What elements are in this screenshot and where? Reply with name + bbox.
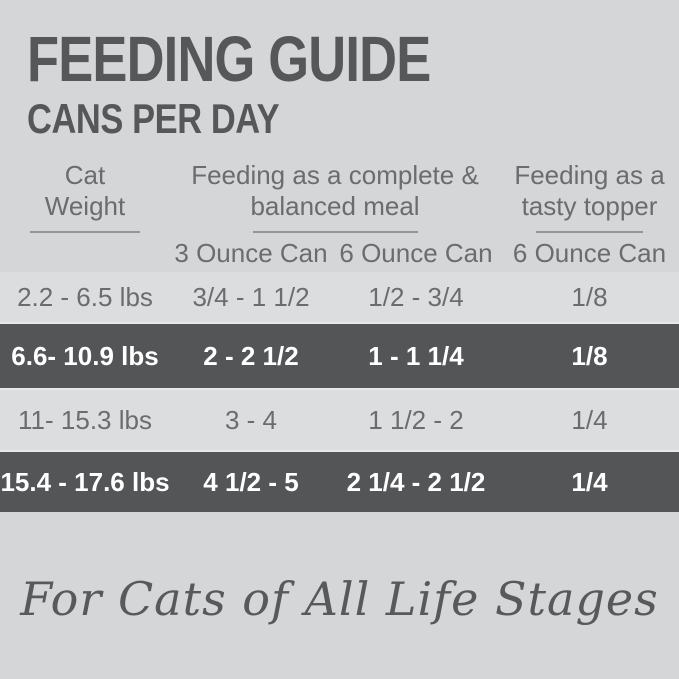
cell-meal-3oz: 4 1/2 - 5 [203,466,299,497]
cell-meal-6oz: 1 - 1 1/4 [368,340,464,371]
column-group-cat-weight: Cat Weight [0,160,170,233]
cell-cat-weight: 2.2 - 6.5 lbs [17,281,153,312]
column-group-label: Cat [64,160,106,190]
header-underline [30,231,140,233]
cell-meal-3oz: 2 - 2 1/2 [203,340,299,371]
cell-topper-6oz: 1/8 [571,281,608,312]
cell-meal-3oz: 3 - 4 [224,404,278,435]
table-column-group-headers: Cat Weight Feeding as a complete & balan… [0,160,679,233]
column-group-complete-meal: Feeding as a complete & balanced meal [170,160,500,233]
table-row: 6.6- 10.9 lbs 2 - 2 1/2 1 - 1 1/4 1/8 [0,322,679,388]
cell-cat-weight: 15.4 - 17.6 lbs [0,466,170,497]
table-row: 15.4 - 17.6 lbs 4 1/2 - 5 2 1/4 - 2 1/2 … [0,450,679,512]
sub-header-6oz-can-meal: 6 Ounce Can [339,238,493,268]
header-underline [252,231,418,233]
column-group-label: balanced meal [250,191,420,221]
column-group-label: Feeding as a [514,160,665,190]
feeding-table: 2.2 - 6.5 lbs 3/4 - 1 1/2 1/2 - 3/4 1/8 … [0,272,679,512]
tagline-all-life-stages: For Cats of All Life Stages [20,572,659,626]
page-subtitle: CANS PER DAY [27,95,280,142]
sub-header-6oz-can-topper: 6 Ounce Can [512,238,667,268]
cell-meal-6oz: 2 1/4 - 2 1/2 [346,466,486,497]
header-underline [536,231,643,233]
cell-topper-6oz: 1/4 [571,404,608,435]
table-row: 2.2 - 6.5 lbs 3/4 - 1 1/2 1/2 - 3/4 1/8 [0,272,679,322]
sub-header-empty [0,238,170,269]
cell-cat-weight: 11- 15.3 lbs [18,404,152,435]
cell-cat-weight: 6.6- 10.9 lbs [11,340,159,371]
column-group-label: Weight [44,191,126,221]
cell-meal-3oz: 3/4 - 1 1/2 [192,281,310,312]
column-group-label: Feeding as a complete & [191,160,479,190]
cell-meal-6oz: 1 1/2 - 2 [368,404,464,435]
column-group-label: tasty topper [521,191,658,221]
table-sub-headers: 3 Ounce Can 6 Ounce Can 6 Ounce Can [0,238,679,269]
sub-header-3oz-can: 3 Ounce Can [174,238,328,268]
page-title: FEEDING GUIDE [27,23,431,95]
column-group-tasty-topper: Feeding as a tasty topper [500,160,679,233]
cell-topper-6oz: 1/4 [571,466,608,497]
cell-topper-6oz: 1/8 [571,340,608,371]
cell-meal-6oz: 1/2 - 3/4 [368,281,464,312]
table-row: 11- 15.3 lbs 3 - 4 1 1/2 - 2 1/4 [0,388,679,450]
